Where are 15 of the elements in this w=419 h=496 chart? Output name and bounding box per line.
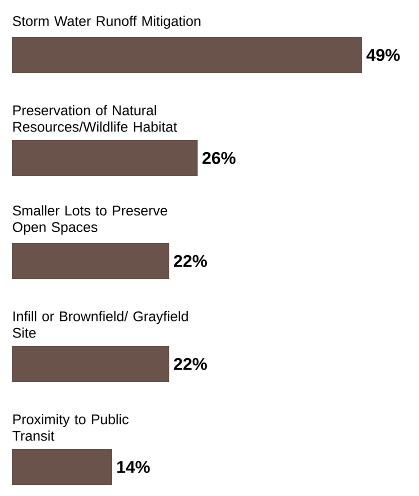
data-label: 22% — [174, 358, 207, 370]
bar — [12, 140, 198, 176]
y-tick-label: Infill or Brownfield/ Grayfield Site — [12, 311, 188, 338]
data-label: 26% — [202, 152, 236, 164]
bar — [12, 449, 112, 486]
data-label: 22% — [174, 254, 207, 268]
bar — [12, 243, 170, 280]
bar — [12, 37, 362, 73]
y-tick-label: Preservation of Natural Resources/Wildlife Habitat — [13, 105, 178, 132]
y-tick-label: Smaller Lots to Preserve Open Spaces — [12, 205, 168, 235]
data-label: 49% — [366, 48, 400, 62]
y-tick-label: Proximity to Public Transit — [12, 414, 128, 441]
bar — [12, 346, 170, 382]
y-tick-label: Storm Water Runoff Mitigation — [12, 16, 200, 29]
data-label: 14% — [117, 461, 150, 473]
